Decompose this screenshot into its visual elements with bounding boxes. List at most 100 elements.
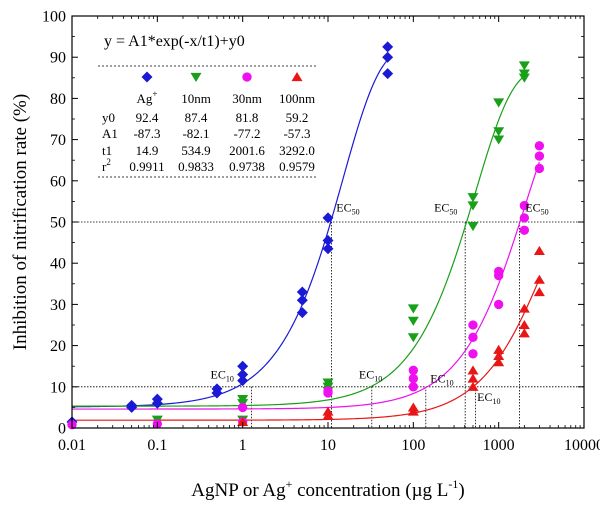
ec-label: EC10	[430, 372, 453, 388]
x-tick-label: 10	[320, 437, 336, 454]
ec-label: EC10	[211, 368, 234, 384]
data-point-10nm	[407, 304, 419, 314]
legend-value: 14.9	[136, 143, 159, 158]
data-point-100nm	[518, 320, 530, 330]
data-point-Ag+	[211, 387, 223, 399]
x-tick-label: 100	[401, 437, 425, 454]
data-point-100nm	[467, 381, 479, 391]
legend-row-label: A1	[102, 126, 118, 141]
data-point-100nm	[493, 357, 505, 367]
data-point-30nm	[534, 151, 545, 161]
data-markers	[66, 41, 545, 430]
data-point-10nm	[493, 127, 505, 137]
data-point-10nm	[518, 73, 530, 83]
data-point-100nm	[493, 344, 505, 354]
y-tick-label: 40	[50, 256, 66, 273]
data-point-10nm	[518, 61, 530, 71]
y-tick-label: 80	[50, 91, 66, 108]
legend-table: y = A1*exp(-x/t1)+y0 Ag+ 92.4-87.3 14.90.99…	[98, 33, 318, 178]
legend-value: 0.9911	[129, 159, 164, 174]
data-point-10nm	[407, 333, 419, 343]
data-point-Ag+	[296, 307, 308, 319]
y-tick-label: 90	[50, 50, 66, 67]
legend-value: 534.9	[181, 143, 210, 158]
ec-label: EC50	[336, 201, 359, 217]
data-point-30nm	[519, 200, 530, 211]
data-point-100nm	[467, 373, 479, 383]
data-point-10nm	[467, 221, 479, 232]
legend-value: 3292.0	[279, 143, 315, 158]
legend-value: -82.1	[182, 126, 209, 141]
data-point-30nm	[468, 349, 478, 359]
legend-column-label: 100nm	[279, 91, 315, 106]
y-tick-label: 60	[50, 173, 66, 190]
data-point-100nm	[533, 274, 545, 284]
fit-curve-Ag+	[71, 59, 389, 408]
data-point-10nm	[493, 135, 505, 145]
data-point-Ag+	[382, 41, 394, 53]
legend-marker-Ag+	[141, 71, 153, 83]
legend-value: 0.9579	[279, 159, 315, 174]
legend-row-label: y0	[102, 110, 115, 125]
fit-equation: y = A1*exp(-x/t1)+y0	[104, 33, 245, 50]
legend-column-label: Ag+	[137, 89, 158, 106]
data-point-30nm	[534, 163, 545, 174]
data-point-10nm	[467, 193, 479, 203]
data-point-100nm	[518, 303, 530, 313]
legend-row-label: t1	[102, 143, 112, 158]
y-tick-label: 70	[50, 132, 66, 149]
y-axis-label: Inhibition of nitrification rate (%)	[10, 94, 31, 350]
data-point-Ag+	[237, 360, 249, 372]
data-point-Ag+	[237, 375, 249, 387]
fit-curve-30nm	[72, 161, 540, 410]
y-tick-label: 10	[50, 379, 66, 396]
legend-marker-30nm	[242, 72, 252, 82]
data-point-100nm	[518, 328, 530, 338]
y-tick-label: 0	[58, 421, 66, 438]
y-tick-label: 50	[50, 215, 66, 232]
data-point-30nm	[493, 270, 504, 281]
legend-value: 87.4	[185, 110, 208, 125]
y-tick-label: 20	[50, 338, 66, 355]
x-tick-label: 1	[239, 437, 247, 454]
data-point-100nm	[533, 245, 545, 255]
data-point-Ag+	[126, 401, 138, 413]
legend-value: 2001.6	[229, 143, 265, 158]
x-tick-label: 0.1	[147, 437, 167, 454]
ec-label: EC50	[434, 201, 457, 217]
legend-value: 0.9738	[229, 159, 265, 174]
x-axis-label: AgNP or Ag+ concentration (µg L-1)	[191, 477, 464, 501]
legend-column-label: 30nm	[232, 91, 262, 106]
data-point-Ag+	[151, 397, 163, 409]
data-point-Ag+	[237, 368, 249, 380]
data-point-10nm	[467, 201, 479, 211]
legend-value: 59.2	[286, 110, 309, 125]
fit-curve-10nm	[72, 75, 525, 407]
axis-ticks: 0.01 0.1 1 10 100 1000 10000 0 10 20 30 40 50 60 70 80 9…	[42, 9, 600, 455]
data-point-Ag+	[322, 212, 334, 224]
x-tick-label: 0.01	[58, 437, 86, 454]
data-point-Ag+	[322, 243, 334, 255]
ec-label: EC10	[359, 368, 382, 384]
legend-row-label: r2	[102, 157, 111, 174]
data-point-10nm	[493, 98, 505, 108]
data-point-10nm	[407, 316, 419, 326]
data-point-Ag+	[296, 294, 308, 306]
legend-column-label: 10nm	[181, 91, 211, 106]
data-point-100nm	[322, 410, 334, 420]
data-point-Ag+	[296, 286, 308, 298]
data-point-Ag+	[382, 51, 394, 63]
legend-value: -77.2	[233, 126, 260, 141]
legend-value: -87.3	[133, 126, 160, 141]
data-point-100nm	[237, 416, 249, 426]
legend-value: 0.9833	[178, 159, 214, 174]
data-point-30nm	[493, 299, 504, 310]
data-point-30nm	[408, 382, 419, 392]
data-point-30nm	[323, 388, 333, 398]
y-tick-label: 100	[42, 9, 66, 26]
data-point-30nm	[468, 332, 478, 343]
data-point-30nm	[519, 225, 530, 235]
data-point-100nm	[533, 287, 545, 297]
legend-marker-100nm	[291, 72, 303, 82]
